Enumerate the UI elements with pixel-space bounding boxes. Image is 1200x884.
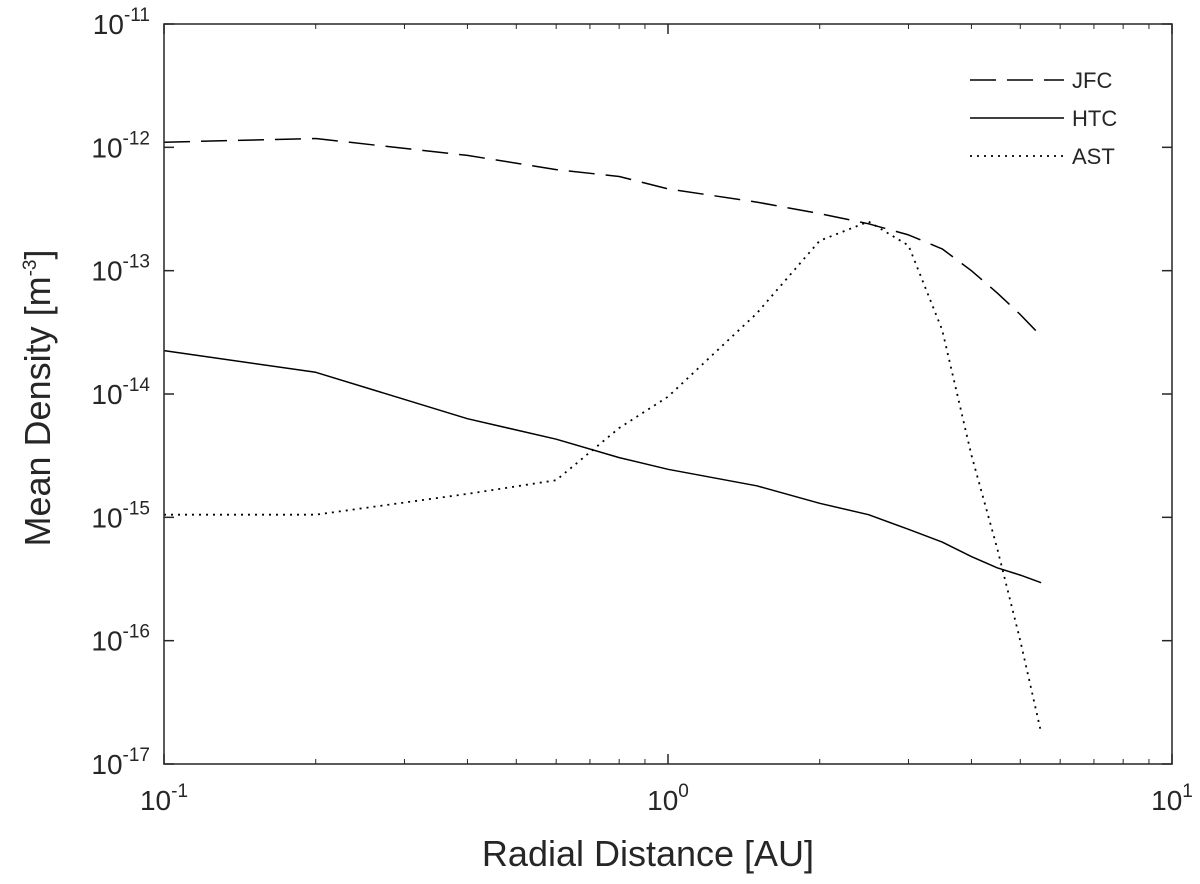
y-axis-title-group: Mean Density [m-3] <box>17 249 58 546</box>
x-tick-label-exponent: 1 <box>1182 781 1193 802</box>
x-tick-label-base: 10 <box>140 785 171 816</box>
y-tick-label: 10-16 <box>91 622 150 657</box>
legend-label-ast: AST <box>1072 144 1115 169</box>
x-tick-label: 100 <box>647 781 689 816</box>
x-tick-label-base: 10 <box>647 785 678 816</box>
x-tick-label-exponent: 0 <box>678 781 689 802</box>
x-tick-label: 10-1 <box>140 781 188 816</box>
series-line-jfc <box>163 137 1042 337</box>
y-tick-label: 10-15 <box>91 498 150 533</box>
x-tick-label: 101 <box>1151 781 1193 816</box>
plot-area <box>164 24 1172 764</box>
legend-label-htc: HTC <box>1072 106 1117 131</box>
y-tick-label: 10-11 <box>93 5 150 40</box>
y-tick-label-exponent: -12 <box>123 128 150 149</box>
y-tick-label-exponent: -13 <box>123 252 150 273</box>
y-tick-label: 10-13 <box>91 252 150 287</box>
y-tick-label: 10-14 <box>91 375 150 410</box>
series-layer <box>163 137 1042 733</box>
y-tick-label: 10-17 <box>91 745 150 780</box>
x-tick-labels: 10-1 100 101 <box>140 781 1193 816</box>
y-axis-title-main: Mean Density [m <box>17 276 58 546</box>
y-tick-label-base: 10 <box>91 132 122 163</box>
plot-frame <box>163 23 1173 765</box>
y-tick-label-exponent: -11 <box>124 5 150 26</box>
y-tick-label-base: 10 <box>91 749 122 780</box>
x-tick-label-base: 10 <box>1151 785 1182 816</box>
y-tick-label-exponent: -14 <box>123 375 151 396</box>
y-axis-title-exponent: -3 <box>20 260 41 277</box>
y-tick-label-base: 10 <box>91 256 122 287</box>
x-tick-label-exponent: -1 <box>171 781 188 802</box>
y-tick-label-exponent: -17 <box>123 745 150 766</box>
series-line-htc <box>163 349 1042 584</box>
y-tick-label: 10-12 <box>91 128 150 163</box>
y-tick-label-exponent: -15 <box>123 498 150 519</box>
x-axis-title: Radial Distance [AU] <box>482 833 814 874</box>
y-tick-label-base: 10 <box>91 502 122 533</box>
y-tick-label-base: 10 <box>91 379 122 410</box>
y-axis-title: Mean Density [m-3] <box>17 249 58 546</box>
series-line-ast <box>164 220 1042 733</box>
legend-label-jfc: JFC <box>1072 68 1112 93</box>
y-tick-label-base: 10 <box>93 9 124 40</box>
y-tick-label-base: 10 <box>91 626 122 657</box>
y-tick-label-exponent: -16 <box>123 622 150 643</box>
y-axis-title-close: ] <box>17 249 58 259</box>
legend: JFC HTC AST <box>970 68 1117 169</box>
